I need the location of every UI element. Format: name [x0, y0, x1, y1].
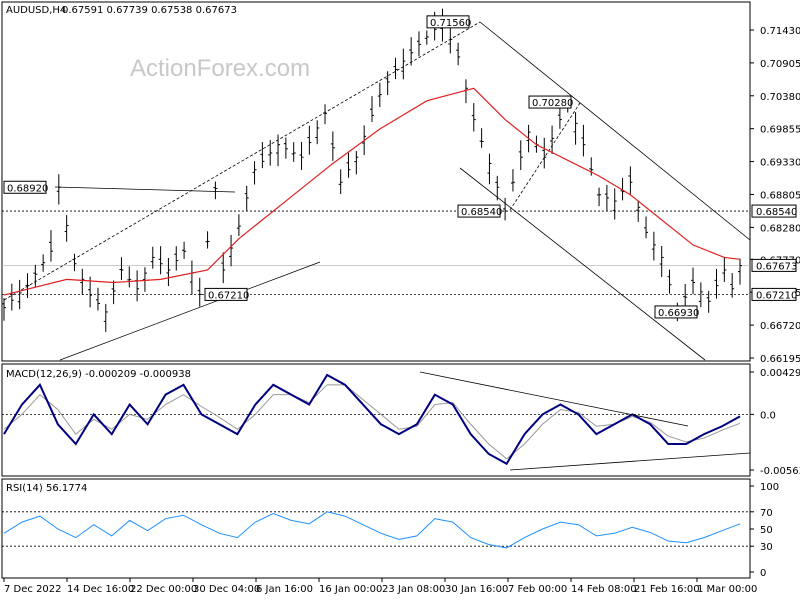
annotation-label-2: 0.71560 [430, 18, 471, 29]
price-tick-label-1: 0.70905 [760, 59, 800, 70]
annotation-label-3: 0.68540 [461, 207, 502, 218]
level-badge-0 [751, 204, 797, 218]
annotation-box-5 [654, 305, 698, 319]
rsi-tick-label-1: 70 [760, 508, 773, 519]
macd-tick-label-2: -0.005636 [760, 466, 800, 477]
last-price-badge-label: 0.67673 [756, 261, 797, 272]
trendline-3 [479, 21, 751, 241]
rsi-tick-label-4: 0 [760, 568, 766, 579]
main-plot: 0.68920 0.67210 0.71560 0.68540 0.70280 0.669… [2, 8, 751, 361]
price-tick-label-0: 0.71430 [760, 26, 800, 37]
axes: 0.71430 0.70905 0.70380 0.69855 0.69330 0.688… [3, 26, 800, 595]
price-tick-label-2: 0.70380 [760, 92, 800, 103]
macd-panel-frame [1, 363, 751, 477]
time-tick-label-1: 14 Dec 16:00 [67, 584, 134, 595]
annotation-box-4 [528, 95, 572, 109]
annotation-label-5: 0.66930 [658, 308, 699, 319]
annotation-label-4: 0.70280 [532, 98, 573, 109]
main-panel-frame [1, 1, 751, 362]
level-badge-1 [751, 287, 797, 301]
time-tick-label-5: 16 Jan 00:00 [319, 584, 382, 595]
rsi-title: RSI(14) 56.1774 [6, 483, 87, 494]
macd-trendline-bottom [509, 452, 751, 471]
symbol-label: AUDUSD,H4 [6, 5, 66, 16]
rsi-line [3, 511, 741, 549]
time-tick-label-6: 23 Jan 08:00 [382, 584, 445, 595]
trendline-1 [59, 261, 321, 361]
moving-average-line [3, 87, 741, 296]
trendline-5 [509, 102, 581, 211]
annotation-label-1: 0.67210 [208, 290, 249, 301]
annotation-box-3 [457, 204, 501, 218]
level-badge-label-0: 0.68540 [756, 207, 797, 218]
macd-signal-line [3, 384, 741, 460]
macd-trendline-top [419, 371, 689, 427]
time-tick-label-3: 30 Dec 04:00 [193, 584, 260, 595]
macd-tick-label-0: 0.004299 [760, 368, 800, 379]
trendline-2 [54, 186, 236, 193]
level-badge-label-1: 0.67210 [756, 290, 797, 301]
time-tick-label-8: 7 Feb 00:00 [508, 584, 567, 595]
price-tick-label-5: 0.68805 [760, 190, 800, 201]
last-price-badge [751, 258, 797, 272]
annotation-box-2 [426, 15, 470, 29]
price-tick-label-4: 0.69330 [760, 158, 800, 169]
macd-main-line [3, 373, 741, 466]
price-tick-label-9: 0.66720 [760, 321, 800, 332]
macd-plot [2, 371, 751, 471]
watermark-text: ActionForex.com [130, 55, 310, 82]
rsi-tick-label-0: 100 [760, 482, 779, 493]
time-tick-label-2: 22 Dec 00:00 [130, 584, 197, 595]
rsi-tick-label-3: 30 [760, 542, 773, 553]
trendline-4 [459, 167, 706, 361]
time-tick-label-11: 1 Mar 00:00 [697, 584, 757, 595]
annotation-label-0: 0.68920 [7, 183, 48, 194]
time-tick-label-0: 7 Dec 2022 [4, 584, 62, 595]
trendline-0 [3, 21, 481, 301]
watermark: ActionForex.com [130, 55, 310, 82]
macd-title: MACD(12,26,9) -0.000209 -0.000938 [6, 369, 191, 380]
price-tick-label-10: 0.66195 [760, 354, 800, 365]
ohlc-label: 0.67591 0.67739 0.67538 0.67673 [62, 5, 237, 16]
price-tick-label-6: 0.68280 [760, 223, 800, 234]
rsi-tick-label-2: 50 [760, 525, 773, 536]
annotation-box-0 [3, 180, 47, 194]
time-tick-label-7: 30 Jan 16:00 [445, 584, 508, 595]
price-tick-label-3: 0.69855 [760, 125, 800, 136]
time-tick-label-9: 14 Feb 08:00 [571, 584, 637, 595]
annotation-box-1 [204, 287, 248, 301]
rsi-plot [2, 511, 750, 549]
macd-tick-label-1: 0.0 [760, 410, 776, 421]
time-tick-label-10: 21 Feb 16:00 [634, 584, 700, 595]
time-tick-label-4: 6 Jan 16:00 [256, 584, 313, 595]
